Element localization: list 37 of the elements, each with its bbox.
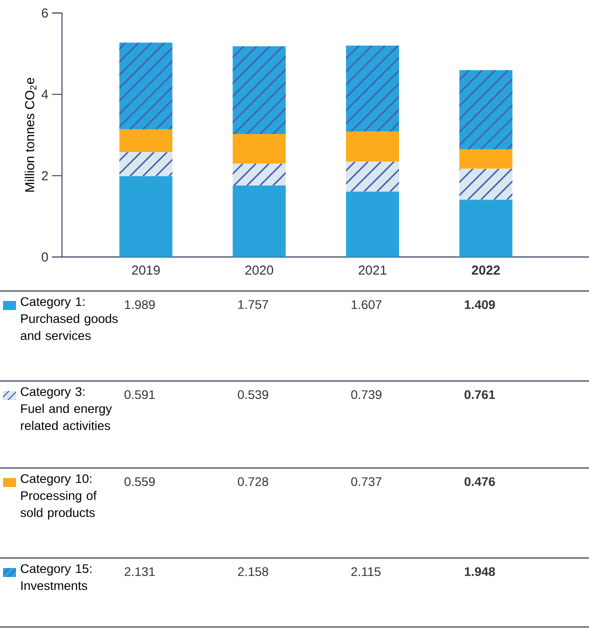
data-label: 0.591 bbox=[124, 390, 155, 400]
x-tick-label: 2019 bbox=[132, 266, 160, 275]
x-tick-label: 2022 bbox=[472, 266, 500, 275]
bar bbox=[459, 149, 512, 169]
x-tick-label: 2021 bbox=[358, 266, 386, 275]
data-label: 2.158 bbox=[238, 567, 268, 576]
data-label: 0.739 bbox=[351, 390, 382, 400]
y-tick-label: 2 bbox=[42, 171, 48, 180]
y-tick-label: 6 bbox=[42, 8, 48, 18]
data-label: 0.539 bbox=[238, 390, 268, 400]
x-tick-label: 2020 bbox=[245, 266, 274, 275]
data-label: 2.115 bbox=[351, 567, 381, 576]
bar bbox=[346, 132, 400, 162]
y-tick-label: 0 bbox=[42, 252, 48, 262]
data-label: 0.761 bbox=[464, 390, 495, 400]
data-label: 0.476 bbox=[464, 477, 495, 486]
data-label: 1.989 bbox=[125, 300, 155, 310]
data-label: 1.607 bbox=[352, 300, 382, 310]
data-label: 1.409 bbox=[464, 300, 495, 310]
data-label: 0.728 bbox=[238, 477, 268, 486]
legend-label: Category 3: Fuel and energy related activities bbox=[20, 387, 112, 430]
bar bbox=[232, 186, 286, 257]
data-label: 2.131 bbox=[124, 567, 155, 576]
data-label: 1.757 bbox=[238, 300, 268, 309]
legend-label: Category 1: Purchased goods and services bbox=[20, 297, 118, 340]
bar bbox=[232, 134, 286, 164]
bar bbox=[459, 200, 512, 257]
y-tick-label: 4 bbox=[42, 90, 48, 99]
data-label: 1.948 bbox=[464, 567, 495, 576]
bar bbox=[119, 176, 172, 257]
legend-label: Category 10: Processing of sold products bbox=[20, 474, 97, 520]
bar bbox=[119, 129, 172, 152]
data-label: 0.559 bbox=[124, 477, 155, 486]
legend-label: Category 15: Investments bbox=[20, 564, 92, 590]
y-axis-title: Million tonnes CO$_{2}$e bbox=[24, 78, 36, 192]
data-label: 0.737 bbox=[351, 477, 382, 486]
bar bbox=[346, 192, 400, 257]
